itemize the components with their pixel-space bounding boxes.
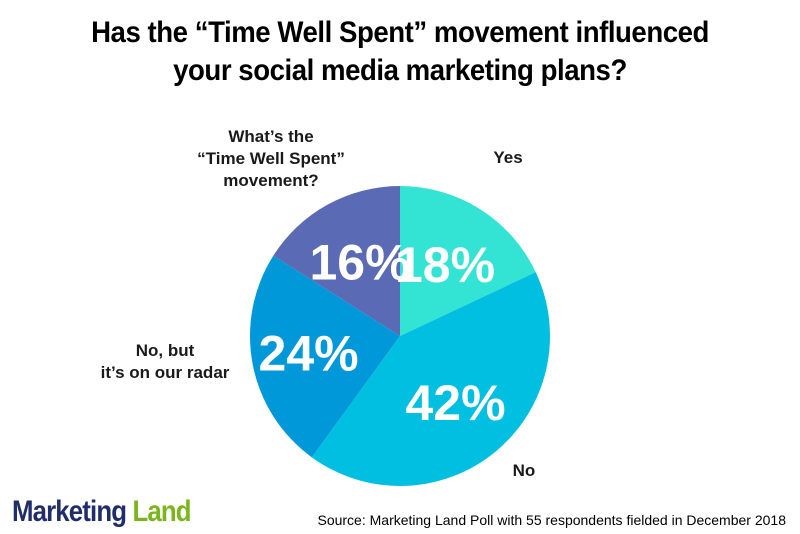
label-what-is-twsm-line-1: What’s the: [228, 127, 314, 146]
slice-no-value-label: 42%: [405, 375, 505, 431]
slice-yes: [400, 186, 536, 336]
logo-word-marketing: Marketing: [12, 495, 127, 528]
label-no: No: [494, 460, 554, 482]
label-radar-line-1: No, but: [135, 341, 195, 360]
label-no-line-1: No: [512, 461, 536, 480]
label-yes-line-1: Yes: [493, 148, 523, 167]
slice-yes-value-label: 18%: [395, 237, 495, 293]
slice-radar: [250, 255, 400, 458]
label-what-is-twsm-line-3: movement?: [223, 171, 319, 190]
source-note: Source: Marketing Land Poll with 55 resp…: [317, 512, 786, 528]
slice-what-is-twsm-value-label: 16%: [309, 234, 409, 290]
logo-word-land: Land: [132, 495, 191, 528]
label-yes: Yes: [468, 147, 548, 169]
label-what-is-twsm-line-2: “Time Well Spent”: [197, 149, 345, 168]
slice-what-is-twsm: [273, 186, 400, 336]
label-what-is-twsm: What’s the “Time Well Spent” movement?: [176, 126, 366, 192]
slice-radar-value-label: 24%: [259, 325, 359, 381]
chart-title-line-1: Has the “Time Well Spent” movement influ…: [91, 16, 709, 49]
marketing-land-logo: Marketing Land: [12, 496, 191, 528]
chart-title: Has the “Time Well Spent” movement influ…: [32, 14, 768, 90]
chart-title-line-2: your social media marketing plans?: [173, 54, 627, 87]
label-radar-line-2: it’s on our radar: [100, 363, 230, 382]
slice-no: [311, 272, 550, 486]
label-radar: No, but it’s on our radar: [70, 340, 260, 384]
